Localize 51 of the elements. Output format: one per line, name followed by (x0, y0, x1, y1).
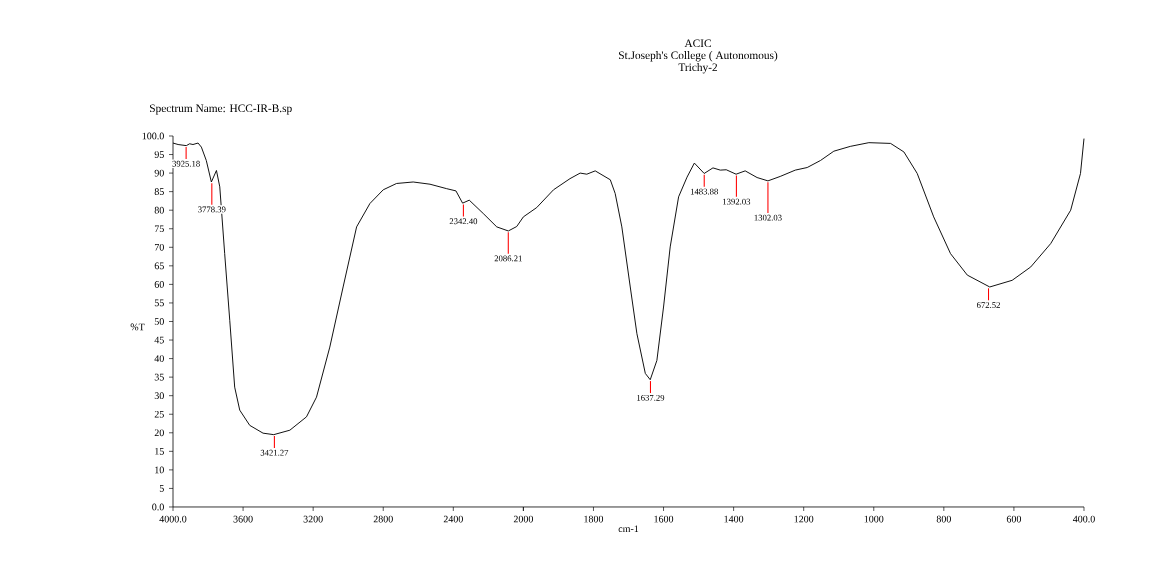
y-tick-label: 50 (154, 318, 164, 325)
y-tick-label: 10 (155, 466, 164, 474)
x-tick-label: 3600 (233, 515, 253, 523)
x-tick-label: 600 (1006, 515, 1022, 523)
text: Spectrum Name: HCC-IR-B.sp (150, 104, 292, 115)
x-axis-title: cm-1 (618, 525, 639, 533)
x-tick-label: 1000 (864, 515, 884, 523)
chart-subtitle: St.Joseph's College ( Autonomous) (619, 51, 778, 62)
y-tick-label: 30 (154, 392, 164, 400)
annotation: 672.52 (976, 302, 1000, 309)
y-tick-label: 60 (154, 281, 164, 288)
x-tick-label: 1400 (724, 515, 744, 523)
y-tick-label: 75 (154, 225, 164, 233)
x-tick-label: 1200 (794, 515, 814, 523)
y-tick-label: 15 (155, 447, 164, 455)
y-tick-label: 100.0 (142, 132, 164, 140)
y-tick-label: 90 (154, 169, 164, 177)
x-tick-label: 2800 (373, 515, 393, 523)
x-tick-label: 400.0 (1072, 515, 1095, 523)
annotation: 2342.40 (449, 218, 478, 225)
text: Trichy-2 (678, 63, 718, 74)
x-tick-label: 1600 (654, 515, 674, 523)
annotation: 1483.88 (690, 188, 718, 195)
x-tick-label: 4000.0 (159, 515, 187, 523)
y-tick-label: 0.0 (152, 503, 164, 511)
annotation: 3421.27 (260, 449, 289, 456)
y-tick-label: 95 (154, 151, 164, 158)
y-tick-label: 35 (154, 373, 164, 381)
y-tick-label: 70 (154, 243, 164, 251)
y-axis-title: %T (130, 323, 145, 331)
x-tick-label: 2400 (443, 515, 463, 523)
x-tick-label: 1800 (584, 515, 604, 523)
y-tick-label: 55 (154, 299, 164, 307)
annotation: 3778.39 (198, 206, 226, 213)
annotation: 1637.29 (637, 394, 665, 401)
chart-title: ACIC (684, 39, 711, 48)
x-tick-label: 3200 (303, 515, 323, 523)
y-tick-label: 40 (154, 355, 164, 362)
y-tick-label: 5 (159, 485, 164, 492)
y-tick-label: 85 (154, 188, 164, 196)
y-tick-label: 20 (154, 429, 164, 437)
annotation: 1392.03 (723, 198, 751, 205)
annotation: 2086.21 (494, 255, 522, 262)
y-tick-label: 25 (154, 410, 164, 418)
x-tick-label: 2000 (513, 515, 534, 523)
annotation: 3925.18 (172, 160, 200, 167)
y-tick-label: 45 (154, 336, 164, 344)
x-tick-label: 800 (936, 515, 951, 523)
y-tick-label: 80 (154, 206, 164, 214)
annotation: 1302.03 (754, 214, 782, 221)
y-tick-label: 65 (154, 262, 164, 270)
